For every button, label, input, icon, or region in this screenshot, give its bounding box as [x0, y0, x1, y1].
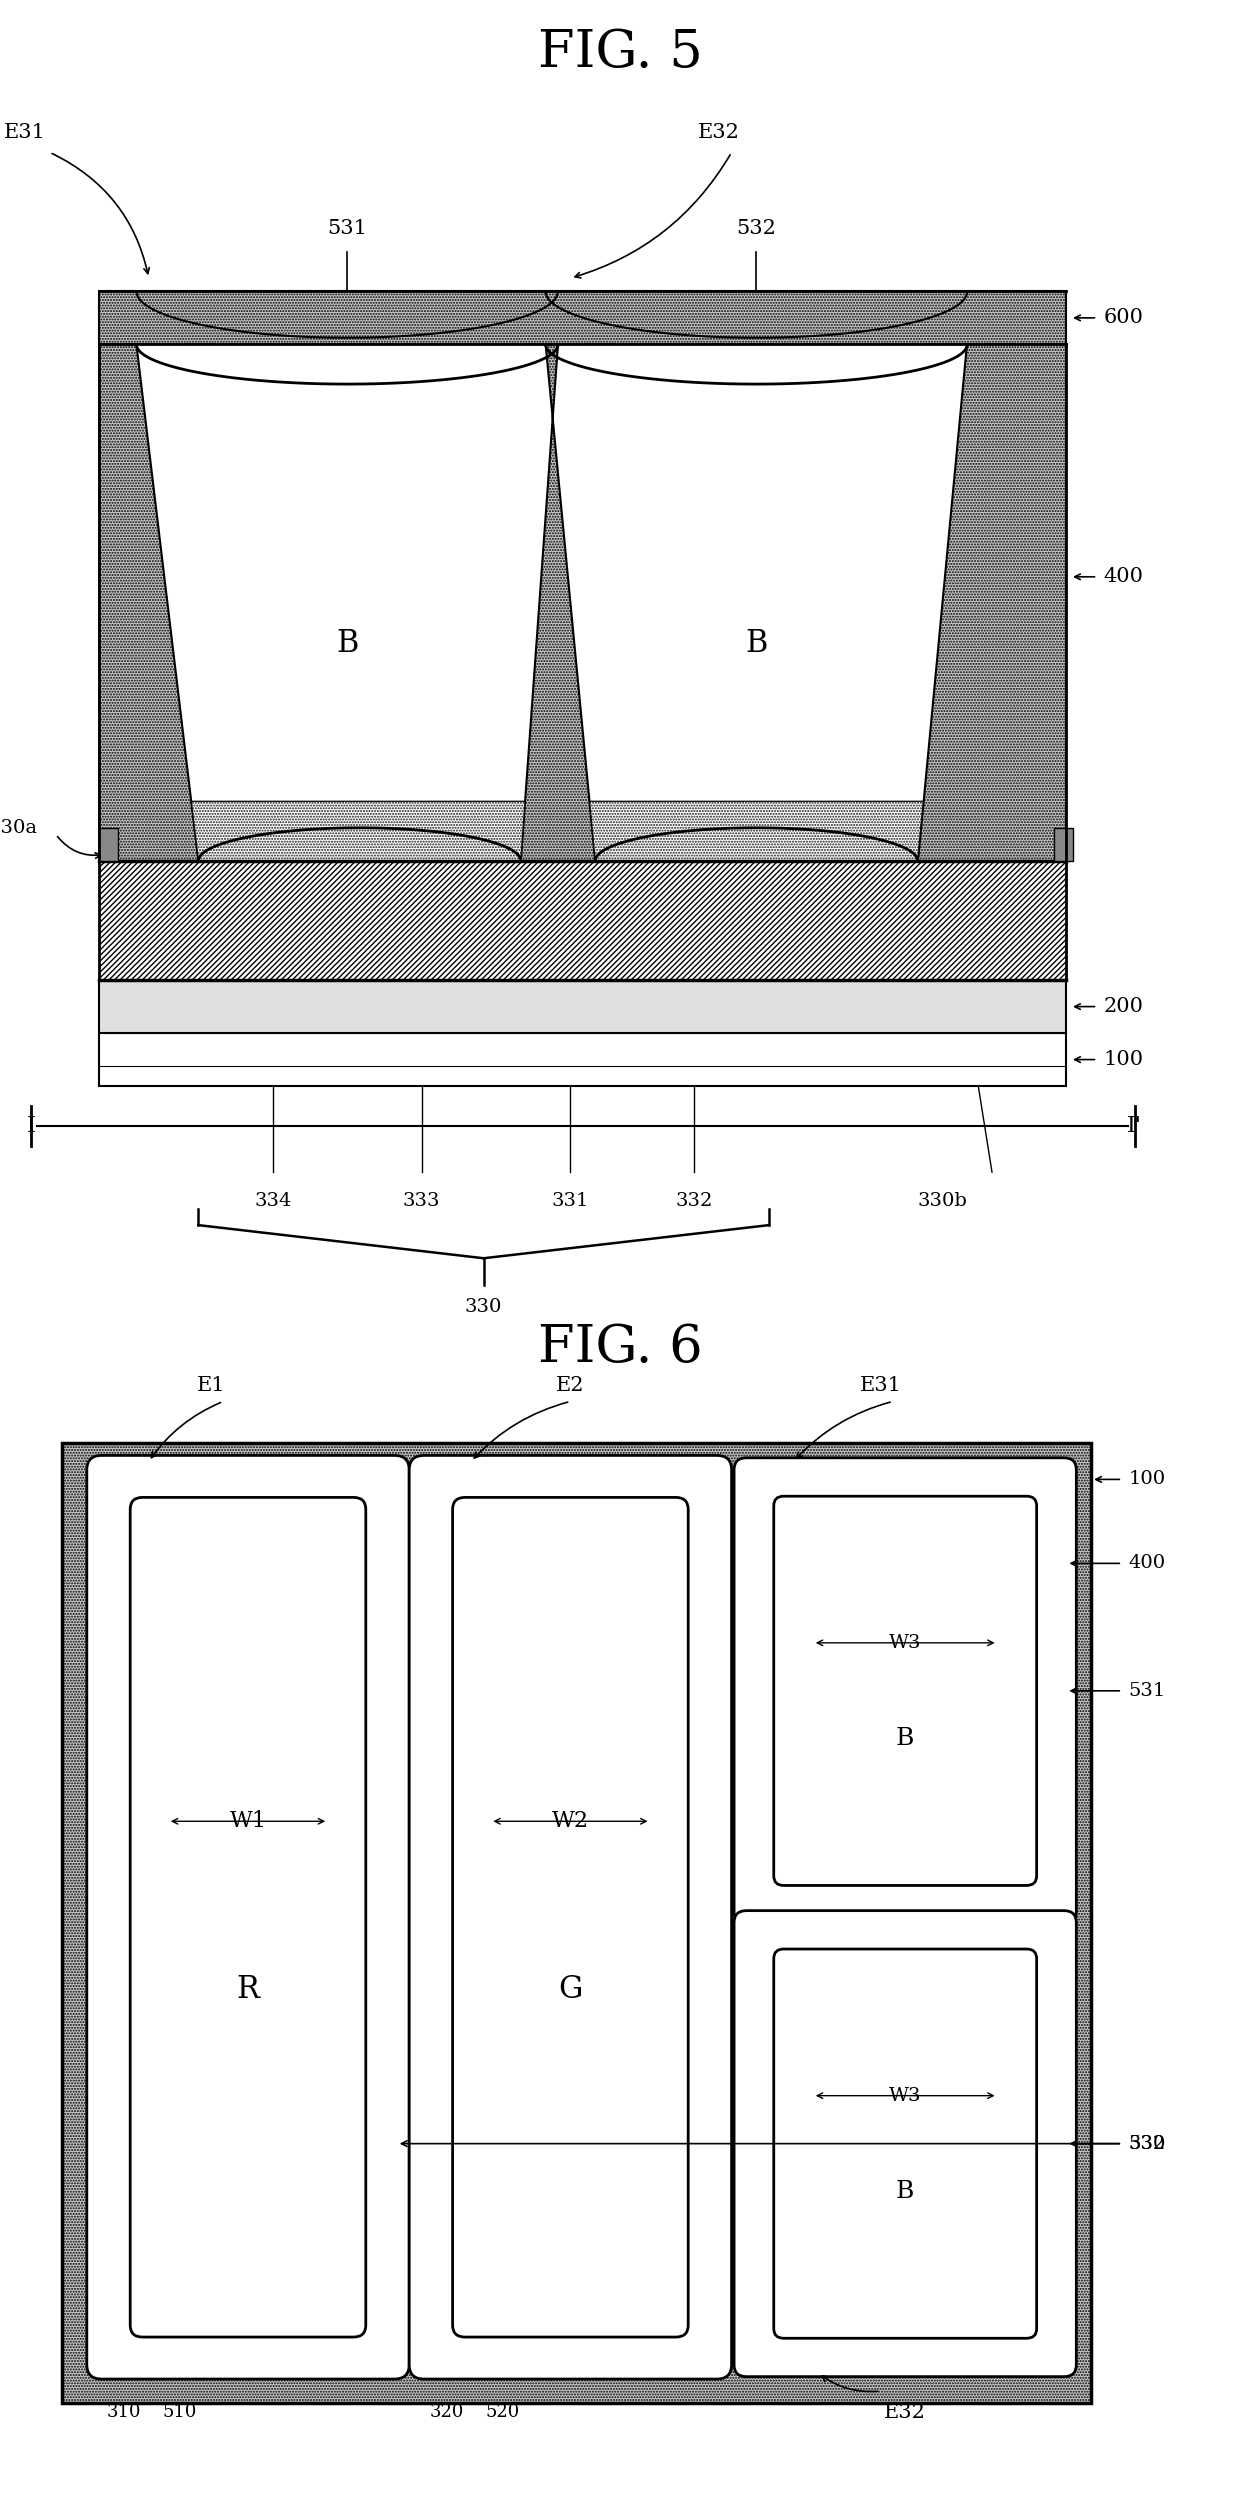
Text: E32: E32: [884, 2404, 926, 2422]
Text: I': I': [1127, 1115, 1142, 1137]
Text: B: B: [897, 1727, 914, 1749]
Text: G: G: [558, 1974, 583, 2004]
Text: E2: E2: [557, 1377, 584, 1394]
Bar: [99, 827, 118, 860]
Polygon shape: [918, 345, 1066, 860]
Text: 600: 600: [1104, 307, 1143, 327]
Text: 100: 100: [1104, 1050, 1143, 1070]
Text: 331: 331: [552, 1192, 589, 1210]
Text: 400: 400: [1104, 567, 1143, 587]
FancyBboxPatch shape: [409, 1454, 732, 2379]
Bar: [99, 1032, 1066, 1087]
Polygon shape: [589, 802, 924, 860]
FancyBboxPatch shape: [734, 1912, 1076, 2377]
Text: W3: W3: [889, 2087, 921, 2104]
Text: W2: W2: [552, 1809, 589, 1832]
Bar: [1054, 827, 1073, 860]
Text: 510: 510: [162, 2404, 197, 2422]
Text: 520: 520: [485, 2404, 520, 2422]
Text: W3: W3: [889, 1634, 921, 1652]
Text: 330a: 330a: [0, 820, 37, 837]
Text: E32: E32: [698, 122, 740, 142]
Text: 330: 330: [1128, 2134, 1166, 2152]
Bar: [99, 292, 1066, 345]
Text: FIG. 6: FIG. 6: [538, 1322, 702, 1372]
Text: 332: 332: [676, 1192, 713, 1210]
Text: E31: E31: [4, 122, 46, 142]
Text: B: B: [745, 627, 768, 660]
FancyBboxPatch shape: [774, 1949, 1037, 2339]
Text: 531: 531: [1128, 1682, 1166, 1699]
Bar: [99, 980, 1066, 1032]
Text: 532: 532: [1128, 2134, 1166, 2152]
Text: E1: E1: [196, 1377, 226, 1394]
Text: B: B: [336, 627, 358, 660]
FancyBboxPatch shape: [130, 1497, 366, 2337]
Text: FIG. 5: FIG. 5: [538, 27, 702, 77]
Text: R: R: [237, 1974, 259, 2004]
Text: B: B: [897, 2179, 914, 2204]
Bar: [99, 860, 1066, 980]
Bar: [62, 1444, 1091, 2404]
Polygon shape: [99, 345, 198, 860]
Text: 320: 320: [429, 2404, 464, 2422]
Text: 330: 330: [465, 1297, 502, 1317]
Text: 334: 334: [254, 1192, 291, 1210]
Text: 200: 200: [1104, 997, 1143, 1017]
Text: 532: 532: [737, 220, 776, 237]
FancyBboxPatch shape: [734, 1457, 1076, 1924]
Text: 400: 400: [1128, 1554, 1166, 1572]
Polygon shape: [191, 802, 525, 860]
Text: E31: E31: [859, 1377, 901, 1394]
FancyBboxPatch shape: [774, 1497, 1037, 1884]
Text: 531: 531: [327, 220, 367, 237]
Text: W1: W1: [229, 1809, 267, 1832]
Polygon shape: [521, 345, 595, 860]
FancyBboxPatch shape: [453, 1497, 688, 2337]
Text: 100: 100: [1128, 1469, 1166, 1489]
Text: I: I: [26, 1115, 36, 1137]
FancyBboxPatch shape: [87, 1454, 409, 2379]
Text: 310: 310: [107, 2404, 141, 2422]
Text: 330b: 330b: [918, 1192, 967, 1210]
Text: 333: 333: [403, 1192, 440, 1210]
